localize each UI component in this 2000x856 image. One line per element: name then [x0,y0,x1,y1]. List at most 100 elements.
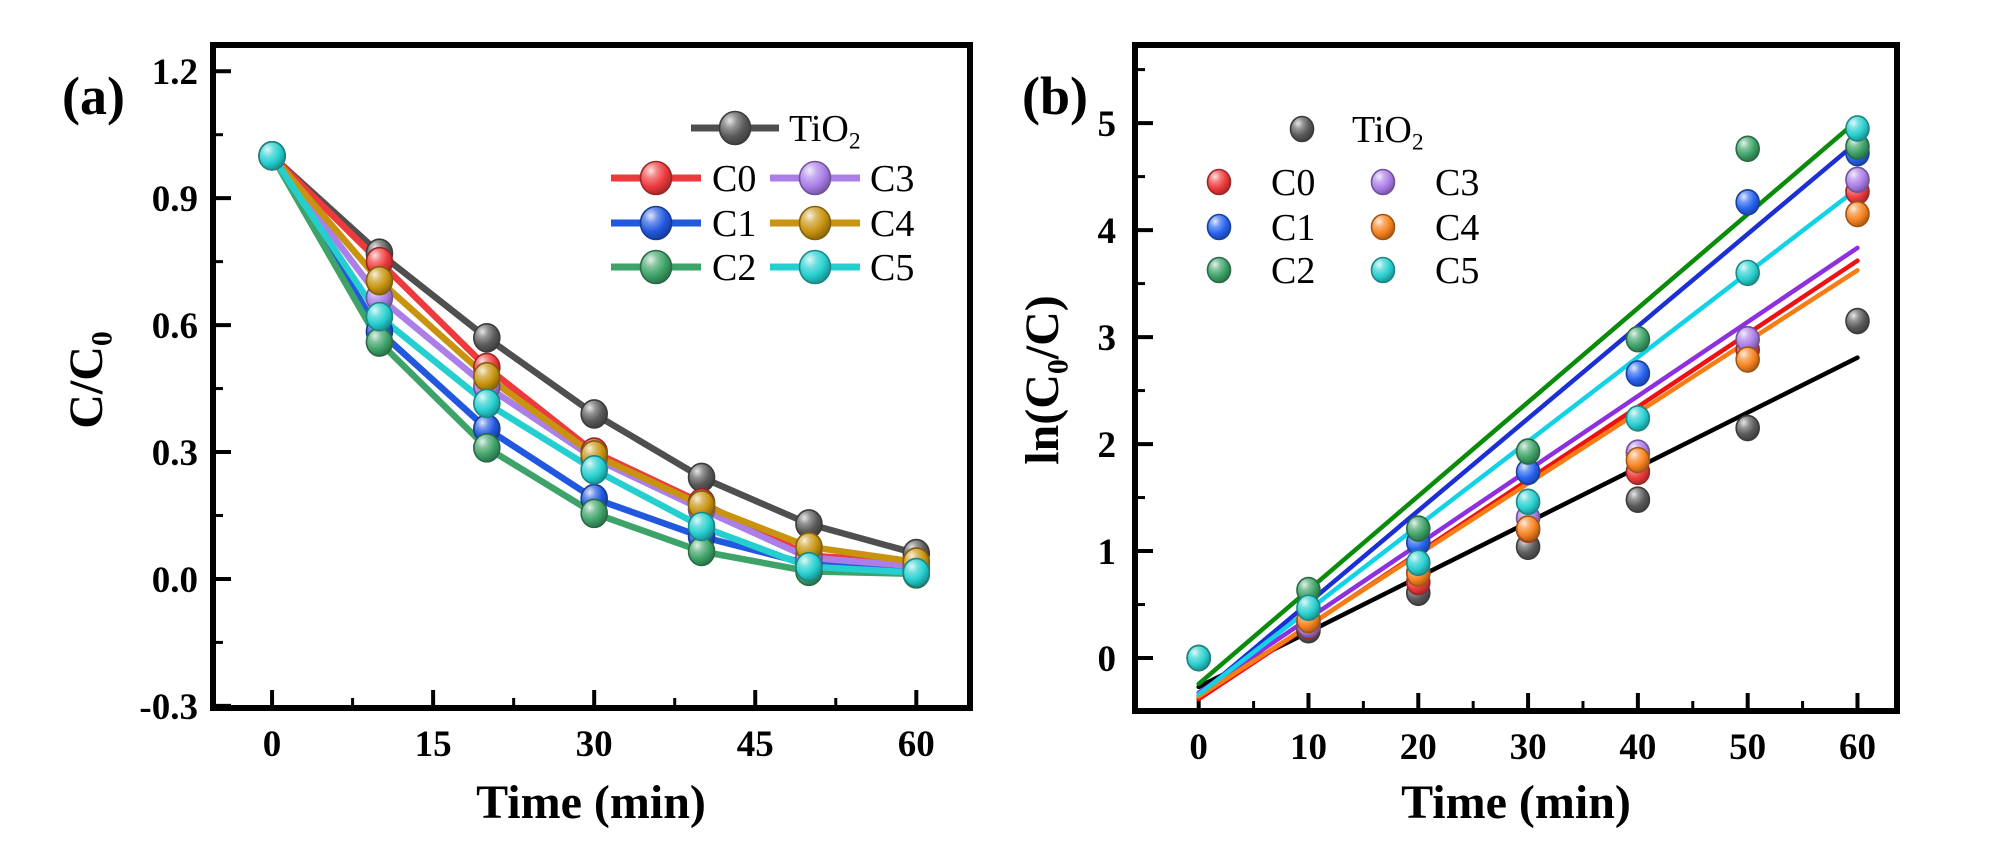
marker-TiO2 [687,462,716,493]
legend-marker-C2 [1206,256,1232,284]
marker-C5 [795,551,823,582]
legend-label-C3: C3 [870,158,914,200]
y-tick-label: 0.0 [152,560,198,601]
x-tick-label: 60 [898,724,935,765]
legend-label-C1: C1 [1271,207,1315,249]
y-tick-label: 1.2 [152,52,198,93]
ticks-b: 0 10 20 30 40 50 60 0 1 2 3 4 5 [1098,68,1876,768]
legend-marker-TiO2 [1289,115,1315,143]
panel-letter-b: (b) [1022,66,1088,126]
legend-marker-C4 [798,205,832,241]
y-tick-label: 2 [1098,425,1117,466]
legend-label-C5: C5 [870,247,914,289]
marker-C2 [1625,325,1651,353]
legend-label-C0: C0 [712,158,756,200]
y-tick-label: 0 [1098,639,1117,680]
legend-marker-C4 [1370,213,1396,241]
marker-C4 [1845,200,1870,228]
marker-C5 [1735,259,1760,287]
marker-C4 [1735,346,1760,373]
marker-C4 [473,361,501,392]
marker-C2 [1735,135,1760,163]
marker-C5 [687,511,716,542]
marker-C5 [1405,549,1431,577]
marker-TiO2 [580,399,608,429]
legend-label-TiO2: TiO2 [1352,109,1424,156]
legend-label-TiO2: TiO2 [789,108,861,155]
marker-C2 [687,536,716,567]
marker-C5 [258,141,286,171]
legend-marker-C1 [1206,213,1232,241]
marker-C5 [902,557,931,588]
marker-C5 [1845,115,1870,142]
y-tick-label: -0.3 [139,687,198,728]
panel-b: 0 10 20 30 40 50 60 0 1 2 3 4 5 TiO2 C0 C3 C1 C4 C2 C5 Time … [1016,42,1900,829]
marker-C4 [365,265,394,296]
x-tick-label: 0 [1189,727,1208,768]
marker-C2 [580,498,608,529]
marker-TiO2 [1735,414,1760,442]
legend-label-C5: C5 [1435,250,1479,292]
marker-C5 [1625,405,1651,432]
y-tick-label: 3 [1098,318,1117,359]
y-axis-title-a: C/C0 [60,331,119,429]
legend-marker-C5 [1370,256,1396,284]
x-tick-label: 30 [1510,727,1547,768]
legend-marker-C5 [798,249,832,285]
y-tick-label: 0.9 [152,179,198,220]
y-tick-label: 5 [1098,104,1117,145]
marker-C2 [1405,515,1431,542]
x-tick-label: 15 [415,724,452,765]
y-axis-title-b: ln(C0/C) [1016,295,1075,465]
legend-marker-C3 [798,160,832,196]
marker-C2 [1515,438,1541,465]
y-tick-label: 1 [1098,532,1117,573]
legend-label-C2: C2 [1271,250,1315,292]
marker-C3 [1845,166,1870,194]
marker-C4 [1515,515,1541,542]
axes-frame-a [210,42,973,711]
axes-frame-b [1132,42,1900,714]
y-tick-label: 0.3 [152,433,198,474]
legend-marker-C1 [639,205,673,241]
legend-label-C1: C1 [712,203,756,245]
x-tick-label: 45 [737,724,774,765]
marker-C4 [1625,446,1651,474]
legend-label-C4: C4 [1435,207,1479,249]
marker-TiO2 [1625,486,1651,513]
legend-label-C4: C4 [870,203,914,245]
marker-C5 [1515,488,1541,516]
legend-label-C0: C0 [1271,162,1315,204]
marker-C2 [473,432,501,463]
marker-C5 [580,454,608,485]
legend-a: TiO2 C0 C3 C1 C4 C2 C5 [611,108,914,289]
ticks-a: 0 15 30 45 60 -0.3 0.0 0.3 0.6 0.9 1.2 [139,52,934,765]
marker-TiO2 [1845,307,1870,335]
x-tick-label: 0 [263,724,282,765]
marker-C2 [365,327,394,357]
marker-C5 [1186,644,1211,672]
x-axis-title-a: Time (min) [476,776,706,829]
marker-C5 [473,388,501,419]
marker-TiO2 [473,322,501,353]
x-axis-title-b: Time (min) [1401,776,1631,829]
marker-C1 [1625,360,1651,387]
legend-label-C2: C2 [712,247,756,289]
marker-C5 [1296,594,1321,622]
legend-marker-TiO2 [718,110,752,146]
x-tick-label: 40 [1619,727,1656,768]
y-tick-label: 0.6 [152,306,198,347]
x-tick-label: 30 [576,724,613,765]
x-tick-label: 10 [1290,727,1327,768]
panel-letter-a: (a) [62,66,125,126]
legend-marker-C0 [1206,168,1232,196]
marker-C5 [365,301,394,332]
legend-b: TiO2 C0 C3 C1 C4 C2 C5 [1206,109,1479,292]
x-tick-label: 50 [1729,727,1766,768]
panel-a: 0 15 30 45 60 -0.3 0.0 0.3 0.6 0.9 1.2 TiO2 C0 C3 C1 C4… [60,42,973,829]
series-markers-a [258,141,931,589]
legend-marker-C2 [639,249,673,285]
series-markers-b [1186,115,1870,672]
